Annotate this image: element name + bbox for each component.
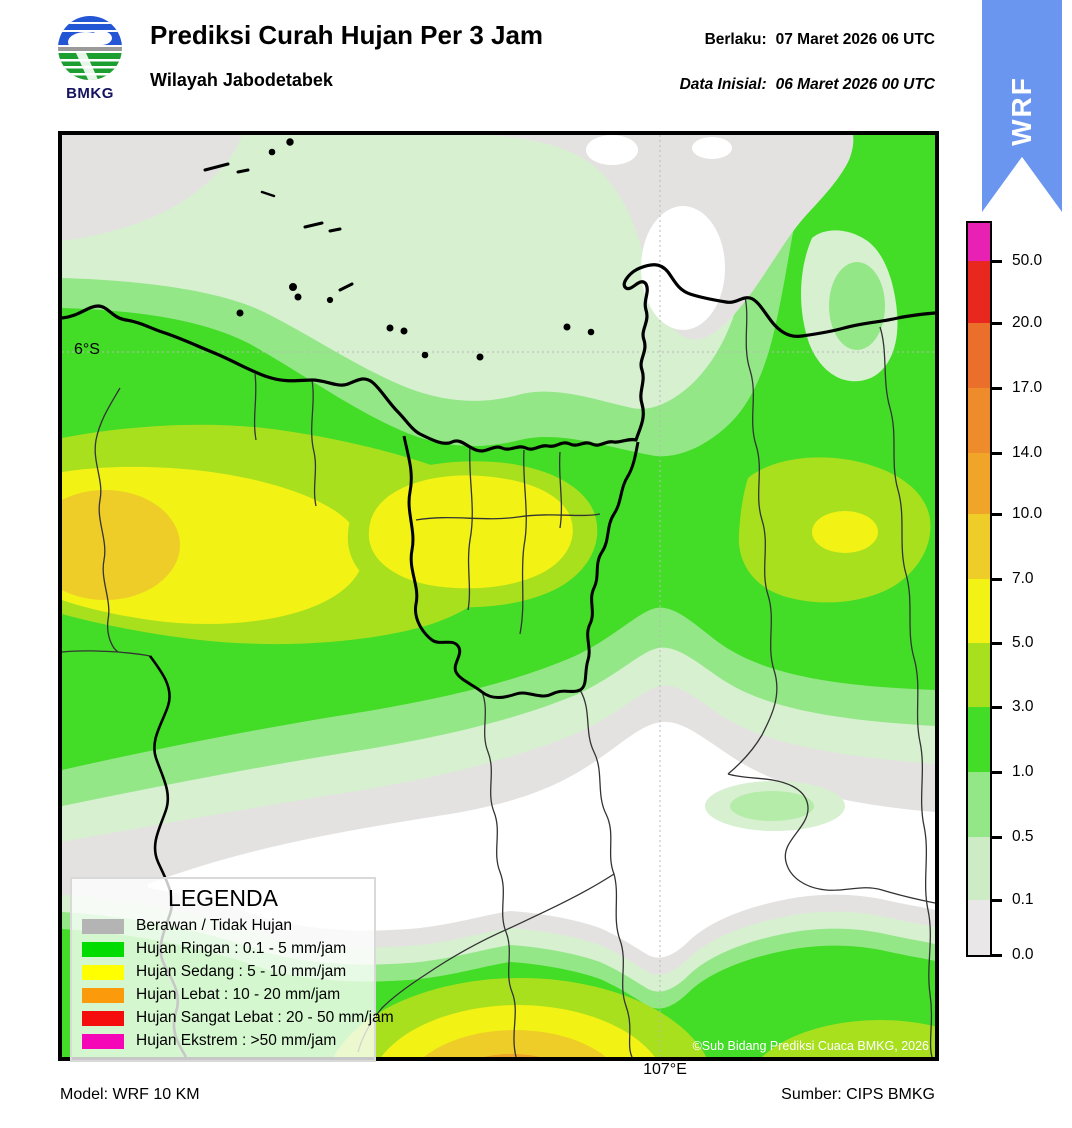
colorbar-segment	[968, 772, 990, 837]
bmkg-logo: BMKG	[52, 14, 128, 106]
colorbar-segment	[968, 643, 990, 707]
page-subtitle: Wilayah Jabodetabek	[150, 70, 333, 90]
legend-item-label: Hujan Ekstrem : >50 mm/jam	[136, 1032, 337, 1049]
colorbar-tick-label: 0.0	[1012, 946, 1034, 963]
wrf-ribbon-text: WRF	[1005, 76, 1037, 146]
coastline	[62, 263, 935, 453]
colorbar-tick-label: 0.1	[1012, 891, 1034, 908]
bmkg-logo-text: BMKG	[66, 85, 114, 102]
initial-time-value: 06 Maret 2026 00 UTC	[775, 76, 935, 93]
legend-swatch	[82, 964, 124, 980]
colorbar-segment	[968, 707, 990, 772]
colorbar-tick-label: 3.0	[1012, 698, 1034, 715]
colorbar-tick-label: 50.0	[1012, 252, 1043, 269]
graticule	[62, 135, 935, 1057]
colorbar-tick	[992, 387, 1002, 390]
colorbar-segment	[968, 323, 990, 388]
colorbar-tick	[992, 706, 1002, 709]
legend-item: Hujan Lebat : 10 - 20 mm/jam	[82, 986, 364, 1004]
legend-item: Hujan Ekstrem : >50 mm/jam	[82, 1032, 364, 1050]
colorbar-segment	[968, 453, 990, 514]
wrf-ribbon: WRF	[982, 0, 1062, 212]
rainfall-map: LEGENDA Berawan / Tidak Hujan Hujan Ringa…	[58, 131, 939, 1062]
initial-time-label: Data Inisial:	[679, 76, 767, 93]
legend-swatch	[82, 987, 124, 1003]
initial-time: Data Inisial: 06 Maret 2026 00 UTC	[680, 76, 935, 94]
legend-rows: Berawan / Tidak Hujan Hujan Ringan : 0.1 …	[82, 917, 394, 1050]
colorbar-segment	[968, 388, 990, 453]
colorbar-tick-label: 7.0	[1012, 570, 1034, 587]
colorbar-segment	[968, 579, 990, 643]
colorbar-segment	[968, 900, 990, 955]
legend-item: Berawan / Tidak Hujan	[82, 917, 364, 935]
colorbar-tick	[992, 899, 1002, 902]
legend-item-label: Berawan / Tidak Hujan	[136, 917, 292, 934]
legend-item-label: Hujan Ringan : 0.1 - 5 mm/jam	[136, 940, 347, 957]
colorbar-segment	[968, 514, 990, 579]
boundary-jakarta	[402, 435, 640, 699]
colorbar-tick	[992, 771, 1002, 774]
legend-swatch	[82, 941, 124, 957]
legend-swatch	[82, 1033, 124, 1049]
lon-axis-label: 107°E	[643, 1061, 687, 1078]
colorbar-tick-label: 14.0	[1012, 444, 1043, 461]
legend-box: LEGENDA Berawan / Tidak Hujan Hujan Ringa…	[70, 877, 394, 1062]
islands	[203, 138, 595, 361]
legend-title: LEGENDA	[168, 885, 278, 911]
valid-time-value: 07 Maret 2026 06 UTC	[775, 31, 935, 48]
copyright-text: ©Sub Bidang Prediksi Cuaca BMKG, 2026	[692, 1039, 929, 1053]
legend-swatch	[82, 1010, 124, 1026]
source-info: Sumber: CIPS BMKG	[781, 1086, 935, 1103]
valid-time-label: Berlaku:	[704, 31, 767, 48]
colorbar-tick-label: 10.0	[1012, 505, 1043, 522]
colorbar-tick-label: 5.0	[1012, 634, 1034, 651]
legend-item-label: Hujan Sedang : 5 - 10 mm/jam	[136, 963, 347, 980]
colorbar-tick	[992, 452, 1002, 455]
colorbar-segment	[968, 837, 990, 900]
legend-item-label: Hujan Lebat : 10 - 20 mm/jam	[136, 986, 341, 1003]
legend-item: Hujan Sedang : 5 - 10 mm/jam	[82, 963, 364, 981]
colorbar-tick	[992, 260, 1002, 263]
colorbar-tick	[992, 513, 1002, 516]
legend-swatch	[82, 918, 124, 934]
colorbar-segment	[968, 223, 990, 261]
model-info: Model: WRF 10 KM	[60, 1086, 200, 1103]
legend-item: Hujan Ringan : 0.1 - 5 mm/jam	[82, 940, 364, 958]
colorbar-tick	[992, 954, 1002, 957]
lat-axis-label: 6°S	[74, 341, 100, 358]
colorbar-tick	[992, 642, 1002, 645]
legend-item-label: Hujan Sangat Lebat : 20 - 50 mm/jam	[136, 1009, 394, 1026]
page-title: Prediksi Curah Hujan Per 3 Jam	[150, 20, 544, 50]
colorbar-bar	[966, 221, 992, 957]
colorbar-tick	[992, 578, 1002, 581]
rainfall-colorbar: 50.0 20.0 17.0 14.0 10.0 7.0 5.0 3.0 1.0 0.5 0.1 0.…	[966, 221, 1072, 963]
colorbar-tick	[992, 836, 1002, 839]
colorbar-tick-label: 20.0	[1012, 314, 1043, 331]
colorbar-tick-label: 17.0	[1012, 379, 1043, 396]
colorbar-segment	[968, 261, 990, 323]
colorbar-tick	[992, 322, 1002, 325]
colorbar-tick-label: 1.0	[1012, 763, 1034, 780]
colorbar-tick-label: 0.5	[1012, 828, 1034, 845]
legend-item: Hujan Sangat Lebat : 20 - 50 mm/jam	[82, 1009, 394, 1027]
bmkg-logo-icon	[58, 16, 122, 80]
valid-time: Berlaku: 07 Maret 2026 06 UTC	[705, 31, 935, 49]
